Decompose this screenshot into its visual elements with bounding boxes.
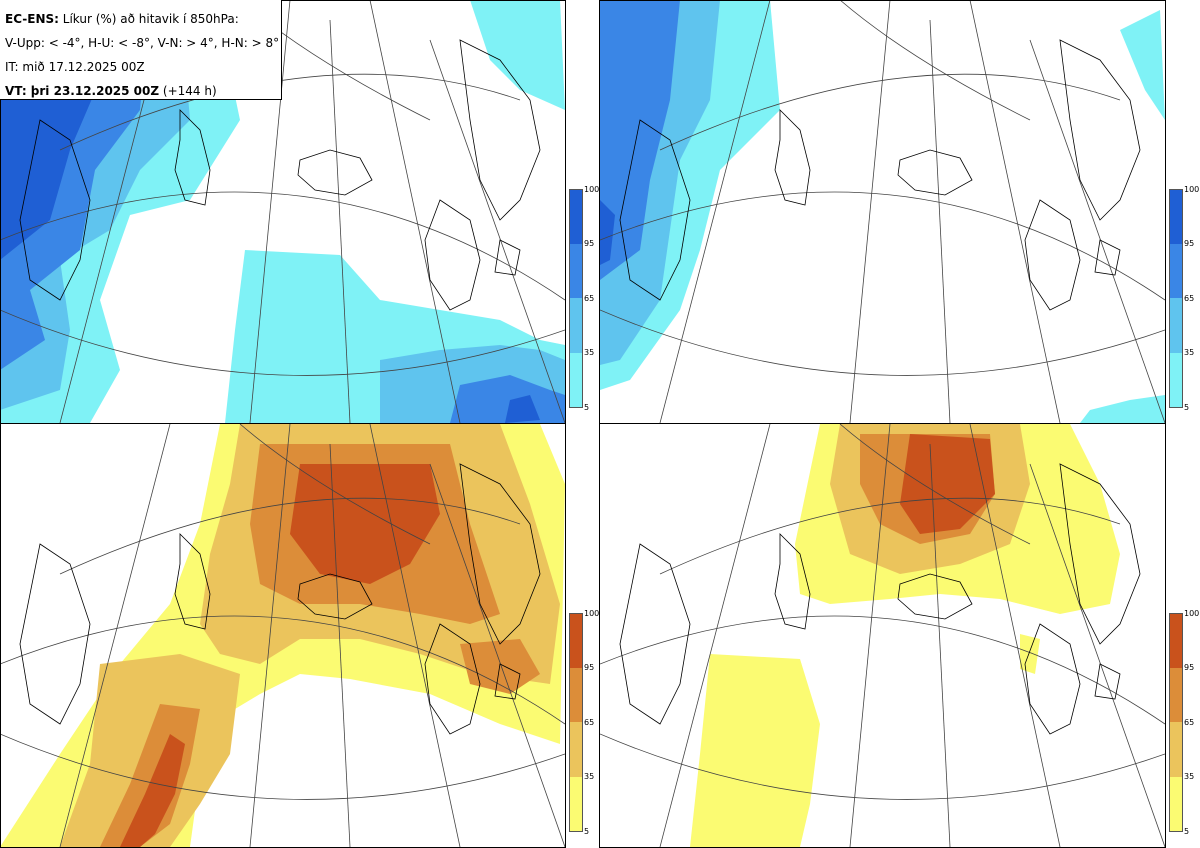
coastlines — [19, 39, 541, 311]
colorbar-warm-right: 100 95 65 35 5 — [1169, 610, 1199, 836]
legend-lead-time: (+144 h) — [159, 84, 217, 98]
coastlines — [19, 463, 541, 735]
map-panel-cold-minus8 — [600, 0, 1165, 423]
colorbar-segment — [1169, 189, 1183, 244]
colorbar-tick: 100 — [584, 185, 600, 194]
legend-valid-time-line: VT: þri 23.12.2025 00Z (+144 h) — [5, 79, 281, 103]
panel-divider — [599, 423, 1166, 424]
probability-map — [600, 0, 1165, 423]
map-panel-warm-plus8 — [600, 424, 1165, 847]
colorbar-segment — [1169, 722, 1183, 777]
colorbar-segment — [569, 613, 583, 668]
legend-init-time: IT: mið 17.12.2025 00Z — [5, 60, 145, 74]
colorbar-tick: 95 — [584, 663, 595, 672]
colorbar-tick: 95 — [1184, 239, 1195, 248]
prob-fill-5 — [690, 654, 820, 847]
colorbar-tick: 95 — [584, 239, 595, 248]
colorbar-segment — [569, 722, 583, 777]
colorbar-tick: 95 — [1184, 663, 1195, 672]
colorbar-tick: 100 — [1184, 185, 1200, 194]
colorbar-outline — [569, 189, 583, 408]
map-panel-warm-plus4 — [0, 424, 565, 847]
colorbar-cold-left: 100 95 65 35 5 — [569, 186, 599, 412]
coastlines — [619, 463, 1141, 735]
colorbar-segment — [1169, 777, 1183, 832]
colorbar-tick: 65 — [1184, 718, 1195, 727]
map-legend: EC-ENS: Líkur (%) að hitavik í 850hPa: V… — [0, 0, 282, 100]
graticule — [600, 0, 1165, 423]
colorbar-segment — [569, 353, 583, 408]
colorbar-segment — [1169, 353, 1183, 408]
colorbar-segment — [1169, 298, 1183, 353]
colorbar-segment — [569, 668, 583, 722]
colorbar-tick: 5 — [584, 403, 590, 412]
prob-fill-95 — [900, 434, 995, 534]
prob-fill-5 — [470, 0, 565, 110]
colorbar-tick: 5 — [1184, 403, 1190, 412]
legend-title-line: EC-ENS: Líkur (%) að hitavik í 850hPa: — [5, 7, 281, 31]
colorbar-tick: 65 — [1184, 294, 1195, 303]
colorbar-tick: 100 — [1184, 609, 1200, 618]
prob-fill-5 — [1080, 395, 1165, 423]
prob-fill-65 — [600, 0, 680, 280]
colorbar-cold-right: 100 95 65 35 5 — [1169, 186, 1199, 412]
legend-model: EC-ENS: — [5, 12, 59, 26]
colorbar-tick: 100 — [584, 609, 600, 618]
prob-fill-5 — [1120, 10, 1165, 120]
colorbar-tick: 35 — [1184, 772, 1195, 781]
colorbar-tick: 65 — [584, 294, 595, 303]
colorbar-tick: 35 — [584, 772, 595, 781]
prob-fill-95 — [600, 200, 615, 265]
graticule — [0, 424, 565, 847]
prob-fill-95 — [290, 464, 440, 584]
colorbar-segment — [569, 298, 583, 353]
prob-fill-95 — [120, 734, 185, 847]
colorbar-tick: 35 — [584, 348, 595, 357]
colorbar-segment — [1169, 668, 1183, 722]
colorbar-outline — [1169, 613, 1183, 832]
colorbar-tick: 5 — [584, 827, 590, 836]
colorbar-segment — [569, 189, 583, 244]
colorbar-segment — [569, 777, 583, 832]
colorbar-tick: 65 — [584, 718, 595, 727]
colorbar-outline — [1169, 189, 1183, 408]
colorbar-tick: 5 — [1184, 827, 1190, 836]
colorbar-segment — [569, 244, 583, 298]
legend-thresholds: V-Upp: < -4°, H-U: < -8°, V-N: > 4°, H-N… — [5, 36, 280, 50]
colorbar-outline — [569, 613, 583, 832]
colorbar-segment — [1169, 613, 1183, 668]
colorbar-warm-left: 100 95 65 35 5 — [569, 610, 599, 836]
colorbar-tick: 35 — [1184, 348, 1195, 357]
coastlines — [619, 39, 1141, 311]
legend-valid-time: VT: þri 23.12.2025 00Z — [5, 84, 160, 98]
legend-description: Líkur (%) að hitavik í 850hPa: — [58, 12, 239, 26]
prob-fill-5 — [1020, 634, 1040, 674]
prob-fill-95 — [505, 395, 540, 423]
probability-map — [600, 424, 1165, 847]
panel-divider — [0, 423, 566, 424]
probability-map — [0, 424, 565, 847]
graticule — [600, 424, 1165, 847]
colorbar-segment — [1169, 244, 1183, 298]
